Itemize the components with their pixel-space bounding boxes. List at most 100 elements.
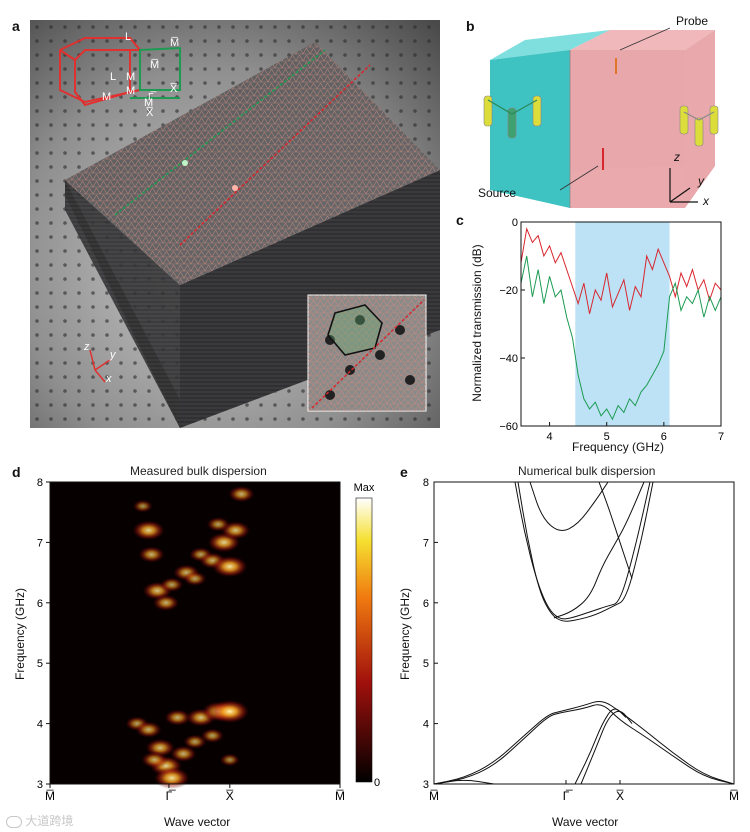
bandgap-shading bbox=[575, 222, 670, 426]
x-tick-label: 4 bbox=[547, 431, 553, 443]
c-ylabel: Normalized transmission (dB) bbox=[470, 244, 484, 402]
brillouin-zone-diagram bbox=[59, 37, 181, 107]
panel-b-label: b bbox=[466, 18, 475, 34]
band-line bbox=[517, 482, 654, 622]
x-tick-label: 5 bbox=[604, 431, 610, 443]
bz-label: M bbox=[102, 91, 111, 103]
heatmap-intensity-spot bbox=[153, 766, 191, 790]
watermark-text: 大道跨境 bbox=[25, 814, 74, 828]
bz-label: L bbox=[125, 31, 131, 43]
bz-label: L bbox=[110, 71, 116, 83]
heatmap-intensity-spot bbox=[169, 745, 197, 763]
probe-label: Probe bbox=[676, 14, 709, 28]
series-green-line bbox=[520, 255, 722, 421]
axis-y-label: y bbox=[698, 174, 704, 188]
chart-e: 3 4 5 6 7 8 M̅ Γ̅ X̅ M̅ bbox=[414, 476, 744, 806]
bz-label: Γ̅ bbox=[148, 91, 157, 103]
x-tick-label: X̅ bbox=[226, 789, 234, 803]
panel-c-label: c bbox=[456, 212, 464, 228]
x-tick-label: 6 bbox=[661, 431, 667, 443]
e-ylabel: Frequency (GHz) bbox=[398, 587, 412, 681]
plot-frame bbox=[433, 481, 735, 785]
axis-z-label: z bbox=[674, 150, 680, 164]
band-line bbox=[434, 700, 734, 784]
lattice-inset bbox=[307, 294, 427, 412]
heatmap-intensity-spot bbox=[132, 499, 154, 513]
x-tick-label: X̅ bbox=[616, 789, 624, 803]
x-tick-label: M̅ bbox=[45, 789, 55, 803]
heatmap-intensity-spot bbox=[219, 753, 241, 767]
y-tick-label: 5 bbox=[423, 658, 429, 670]
band-line bbox=[434, 704, 734, 784]
heatmap-intensity-spot bbox=[206, 516, 231, 532]
y-tick-label: 7 bbox=[37, 537, 43, 549]
y-tick-label: −20 bbox=[499, 285, 518, 297]
panel-d-label: d bbox=[12, 464, 21, 480]
y-tick-label: 6 bbox=[37, 598, 43, 610]
x-tick-label: Γ̅ bbox=[166, 789, 177, 803]
band-line bbox=[574, 708, 627, 784]
bz-label: M bbox=[126, 85, 135, 97]
panel-b-diagram bbox=[470, 18, 750, 218]
chart-c: 0 −20 −40 −60 4 5 6 7 bbox=[497, 214, 747, 448]
e-xlabel: Wave vector bbox=[552, 815, 619, 829]
plot-frame bbox=[520, 221, 722, 427]
y-tick-label: 5 bbox=[37, 658, 43, 670]
band-line bbox=[553, 482, 645, 619]
watermark-logo-icon bbox=[6, 815, 22, 828]
y-tick-label: 6 bbox=[423, 598, 429, 610]
x-tick-label: M̅ bbox=[335, 789, 345, 803]
chart-d: 3 4 5 6 7 8 M̅ Γ̅ X̅ M̅ Max 0 bbox=[28, 476, 408, 806]
x-tick-label: M̅ bbox=[429, 789, 439, 803]
x-tick-label: M̅ bbox=[729, 789, 739, 803]
d-xlabel: Wave vector bbox=[164, 815, 231, 829]
panel-e-label: e bbox=[400, 464, 408, 480]
c-xlabel: Frequency (GHz) bbox=[572, 440, 665, 454]
watermark: 大道跨境 bbox=[6, 812, 73, 829]
heatmap-intensity-spot bbox=[227, 485, 255, 503]
y-tick-label: 4 bbox=[423, 719, 429, 731]
heatmap-intensity-spot bbox=[164, 709, 192, 726]
band-line bbox=[514, 482, 651, 620]
heatmap-intensity-spot bbox=[183, 571, 207, 587]
heatmap-intensity-spot bbox=[159, 577, 184, 593]
series-red-line bbox=[520, 227, 722, 314]
heatmap-background bbox=[50, 482, 340, 784]
bz-label: M̅ bbox=[170, 37, 179, 49]
plot-frame bbox=[49, 481, 341, 785]
axis-x-label: x bbox=[703, 194, 709, 208]
x-tick-label: Γ̅ bbox=[563, 789, 574, 803]
heatmap-intensity-spot bbox=[137, 546, 166, 563]
y-tick-label: 8 bbox=[37, 477, 43, 489]
source-label: Source bbox=[478, 186, 517, 200]
heatmap-intensity-spot bbox=[209, 699, 250, 724]
y-tick-label: 7 bbox=[423, 537, 429, 549]
y-tick-label: 0 bbox=[512, 217, 518, 229]
y-tick-label: 3 bbox=[37, 779, 43, 791]
bz-label: M̅ bbox=[150, 59, 159, 71]
band-line bbox=[580, 710, 633, 784]
band-line bbox=[434, 779, 495, 784]
y-tick-label: 3 bbox=[423, 779, 429, 791]
bz-label: M bbox=[126, 71, 135, 83]
heatmap-intensity-spot bbox=[140, 751, 168, 769]
colorbar-max-label: Max bbox=[354, 482, 375, 494]
y-tick-label: 8 bbox=[423, 477, 429, 489]
band-line bbox=[529, 482, 609, 532]
axis-x-label: x bbox=[105, 373, 112, 385]
e-title: Numerical bulk dispersion bbox=[518, 464, 656, 478]
axes-triad-a bbox=[89, 349, 111, 383]
y-tick-label: 4 bbox=[37, 719, 43, 731]
x-tick-label: 7 bbox=[718, 431, 724, 443]
bz-label: X̅ bbox=[146, 107, 154, 119]
heatmap-intensity-spot bbox=[131, 520, 166, 541]
panel-a-photo: L L M̅ M̅ M M M M Γ̅ X̅ X̅ z y x bbox=[30, 20, 440, 428]
bz-label: M bbox=[144, 97, 153, 109]
y-tick-label: −40 bbox=[499, 353, 518, 365]
d-title: Measured bulk dispersion bbox=[130, 464, 267, 478]
band-line bbox=[598, 482, 633, 579]
heatmap-intensity-spot bbox=[211, 555, 249, 578]
colorbar-min-label: 0 bbox=[374, 777, 380, 789]
bz-label: X̅ bbox=[170, 83, 178, 95]
y-tick-label: −60 bbox=[499, 421, 518, 433]
